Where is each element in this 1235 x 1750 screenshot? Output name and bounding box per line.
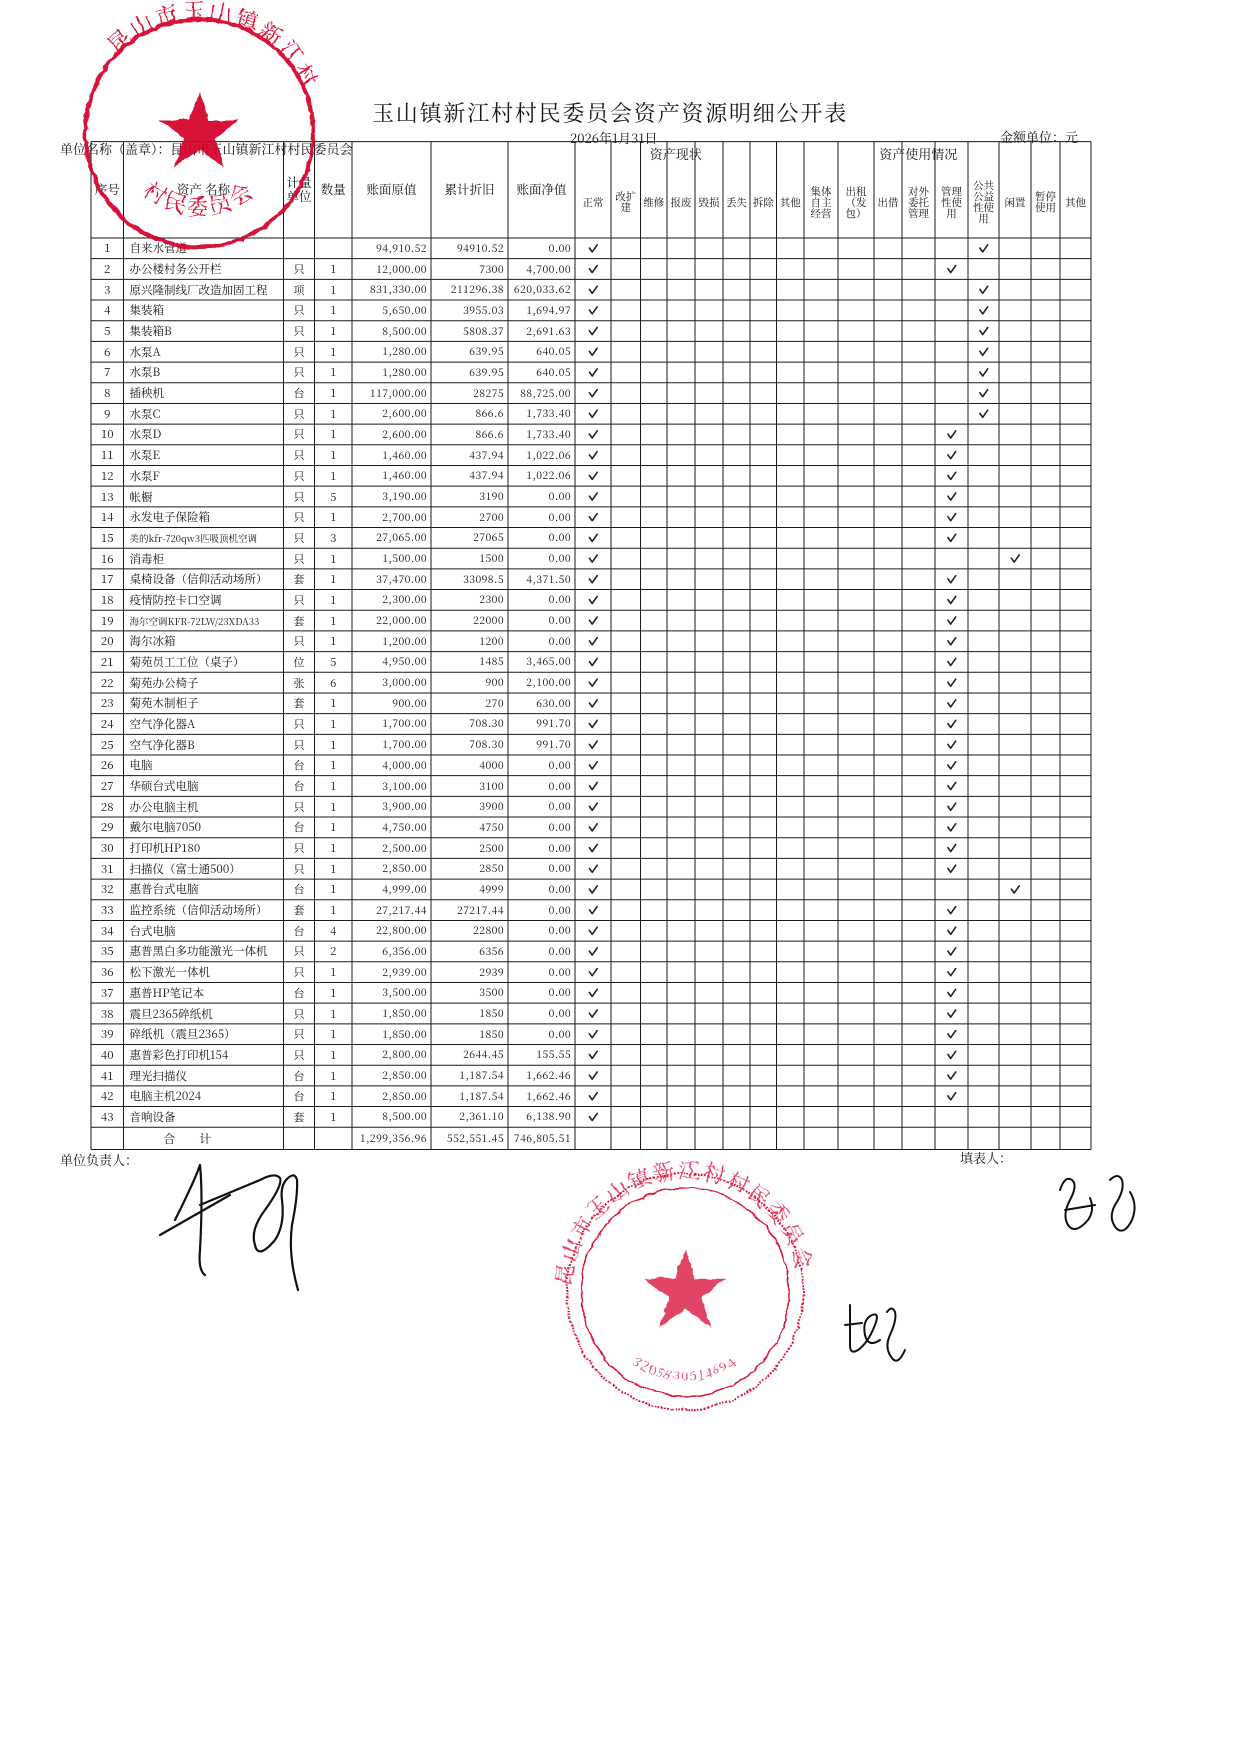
svg-text:昆山市玉山镇新江村: 昆山市玉山镇新江村 <box>97 0 327 93</box>
svg-text:3205830514694: 3205830514694 <box>629 1350 739 1384</box>
svg-text:村民委员会: 村民委员会 <box>137 172 260 221</box>
